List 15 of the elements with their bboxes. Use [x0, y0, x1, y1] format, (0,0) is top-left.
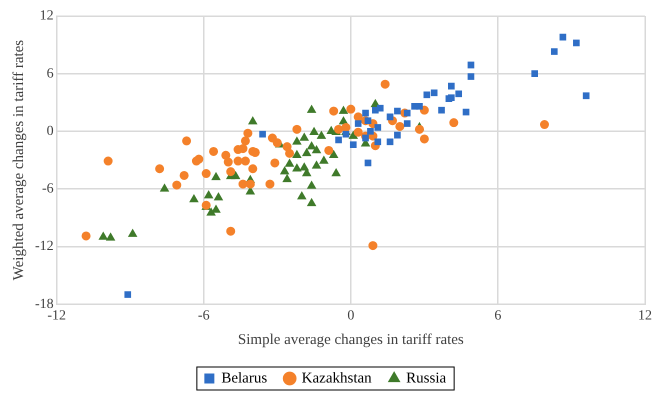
y-axis-title: Weighted average changes in tariff rates [10, 40, 27, 280]
y-tick-label: -18 [34, 296, 54, 312]
y-tick-label: 0 [46, 124, 54, 139]
y-tick-label: -12 [34, 239, 54, 254]
y-tick-label: -6 [42, 182, 54, 197]
x-tick-label: 0 [347, 308, 354, 324]
y-tick-label: 6 [46, 66, 54, 82]
x-tick-label: 6 [494, 308, 502, 324]
x-axis-title: Simple average changes in tariff rates [238, 332, 464, 348]
x-tick-label: 12 [638, 308, 652, 324]
legend-label: Kazakhstan [302, 370, 372, 386]
y-tick-label: 12 [40, 8, 54, 24]
x-tick-label: -6 [198, 308, 210, 324]
legend-label: Russia [406, 370, 446, 386]
legend-label: Belarus [221, 370, 268, 386]
